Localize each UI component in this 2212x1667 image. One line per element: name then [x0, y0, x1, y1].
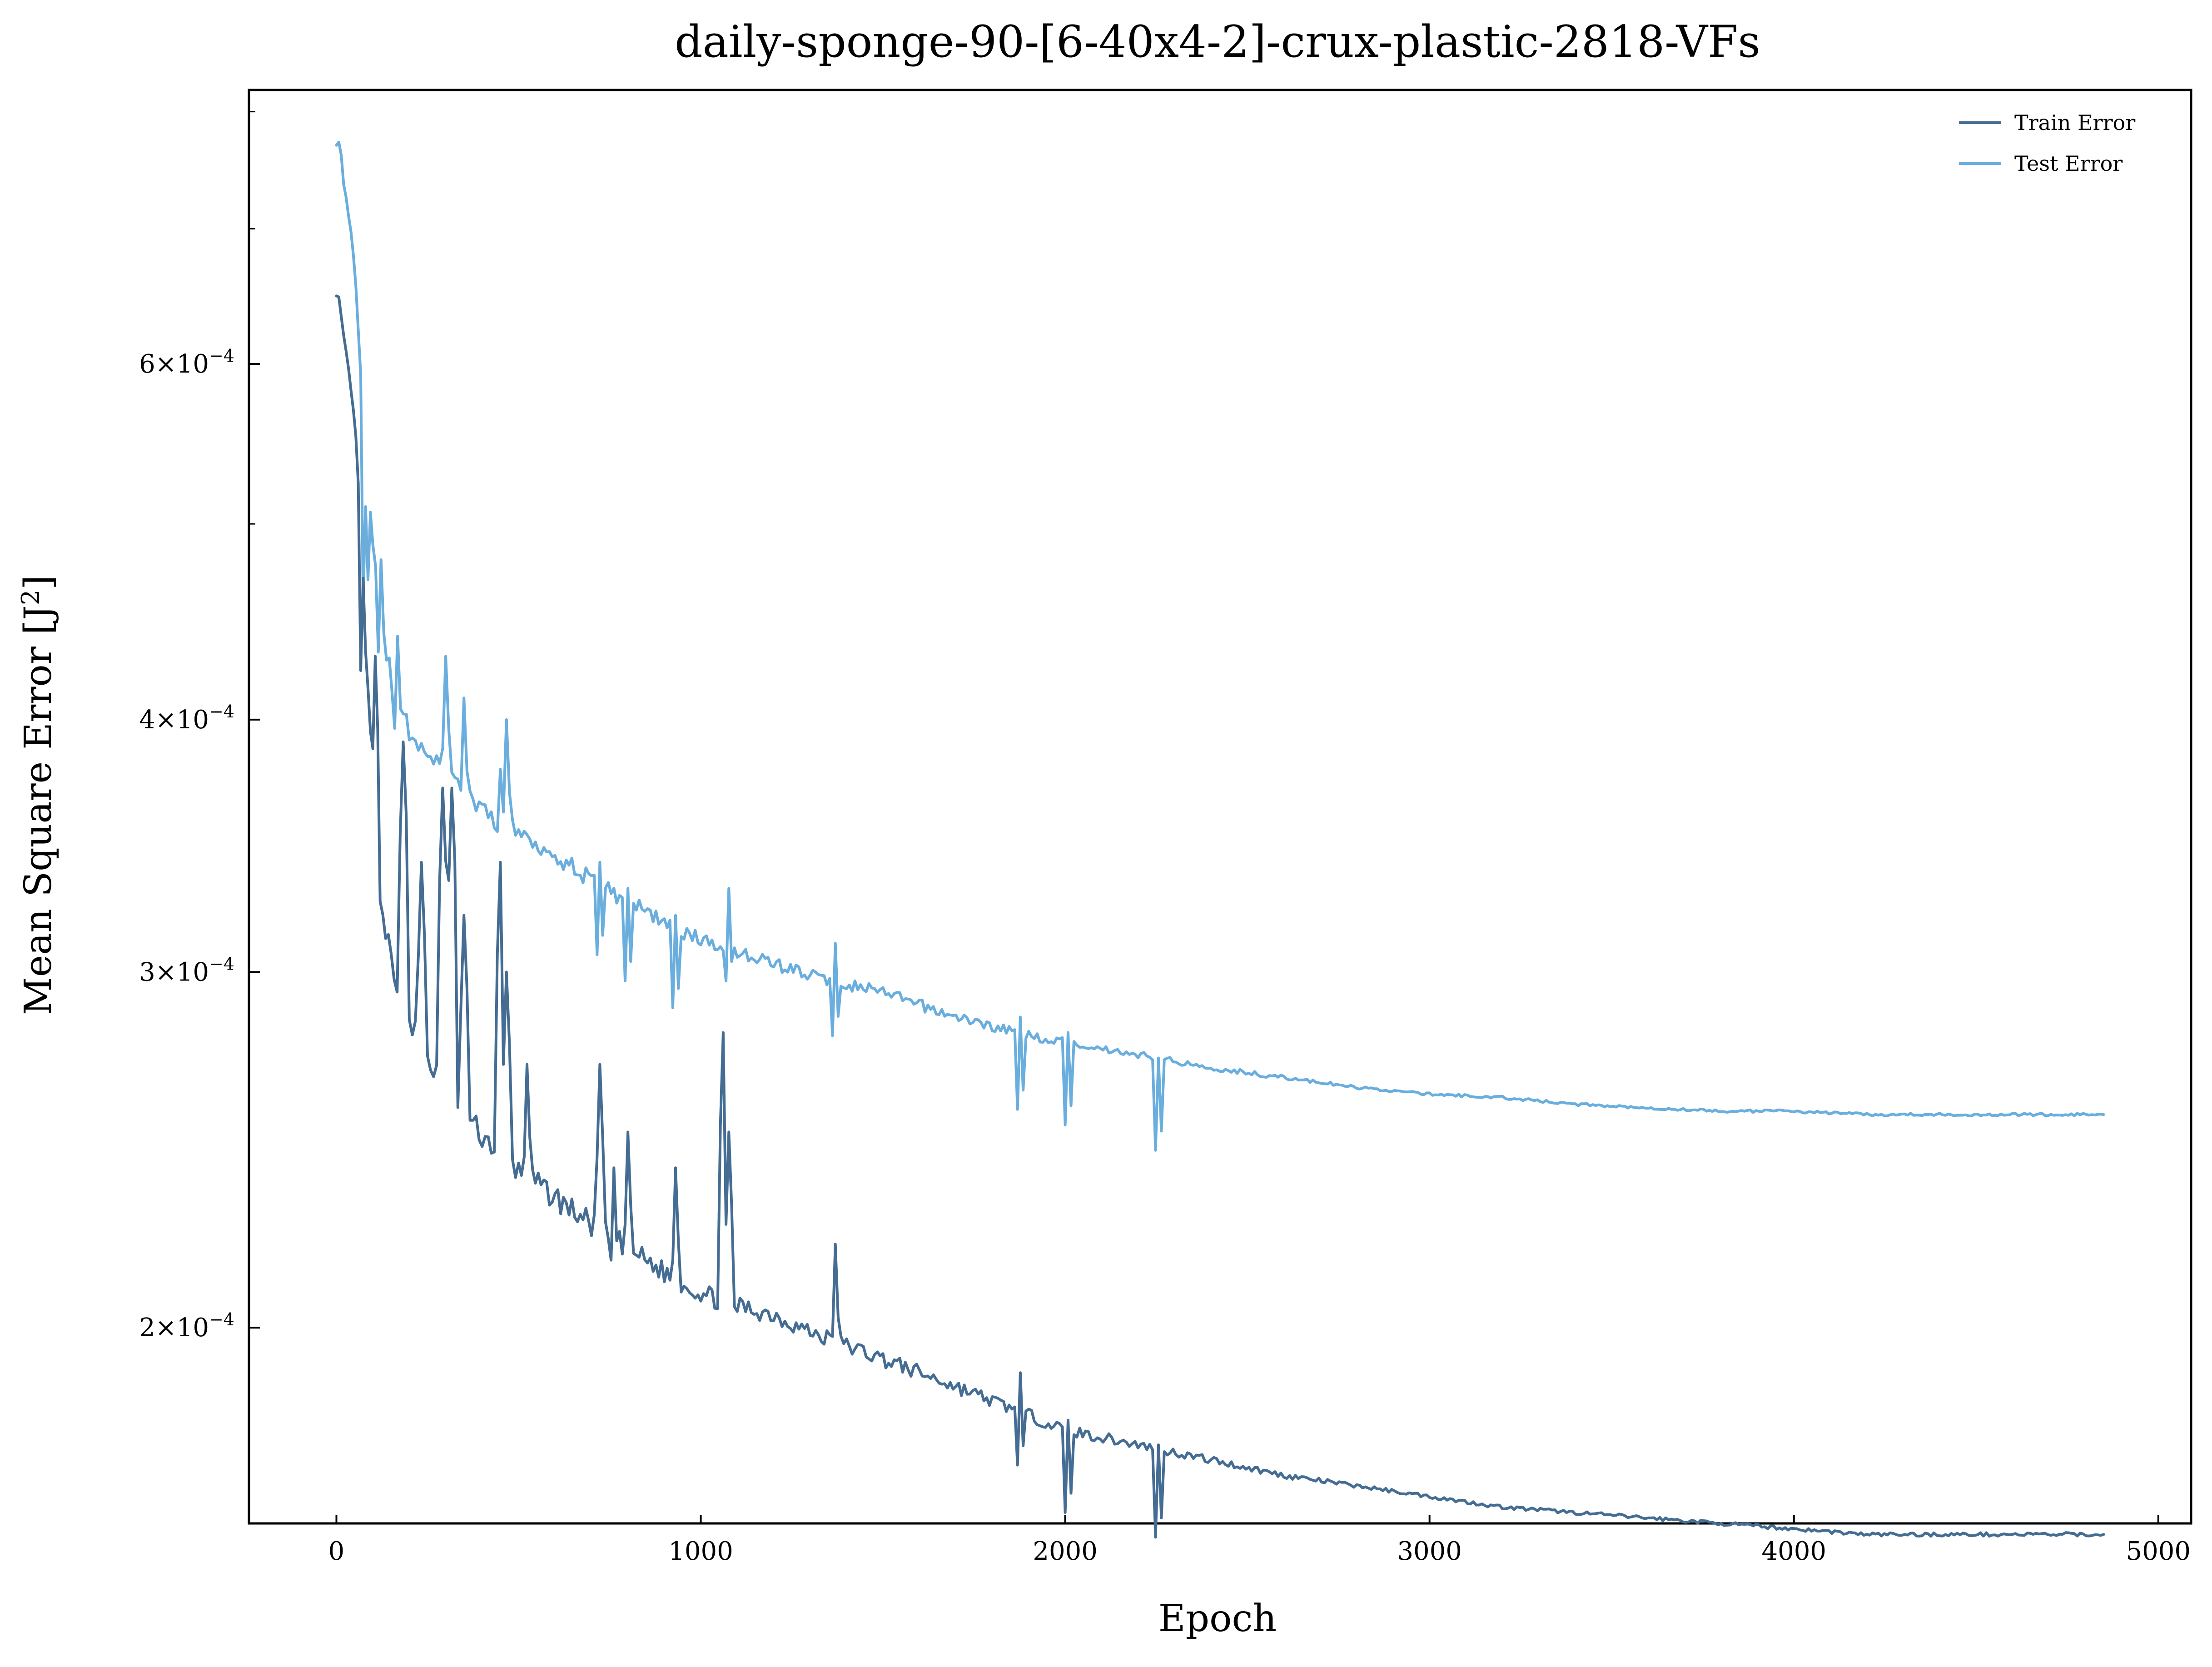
x-tick-label: 4000: [1761, 1537, 1826, 1566]
y-axis-label: Mean Square Error [J2]: [16, 575, 60, 1015]
y-tick-label: 6×10−4: [139, 346, 234, 379]
y-tick-exponent: −4: [209, 346, 234, 366]
y-tick-times: ×: [155, 705, 177, 735]
y-axis-label-main: Mean Square Error [J: [17, 605, 60, 1015]
y-tick-times: ×: [155, 1313, 177, 1343]
legend: Train Error Test Error: [1959, 110, 2135, 176]
x-tick-label: 2000: [1033, 1537, 1098, 1566]
chart-title: daily-sponge-90-[6-40x4-2]-crux-plastic-…: [675, 16, 1760, 67]
y-tick-mantissa: 6: [139, 349, 155, 379]
y-tick-label: 2×10−4: [139, 1309, 234, 1343]
y-axis-label-superscript: 2: [16, 590, 45, 605]
y-tick-mantissa: 2: [139, 1313, 155, 1343]
y-tick-exponent: −4: [209, 954, 234, 974]
y-tick-exponent: −4: [209, 1309, 234, 1329]
y-tick-base: 10: [177, 1313, 209, 1343]
x-tick-label: 1000: [668, 1537, 733, 1566]
y-tick-mantissa: 3: [139, 957, 155, 987]
legend-label: Train Error: [2014, 110, 2135, 135]
y-tick-base: 10: [177, 349, 209, 379]
plot-layer: 0 1000 2000 3000 4000 50002×10−43×10−44×10−46…: [139, 89, 2192, 1566]
y-tick-times: ×: [155, 349, 177, 379]
y-tick-times: ×: [155, 957, 177, 987]
x-tick-label: 0: [328, 1537, 345, 1566]
series-line-test-error: [335, 140, 2105, 1152]
y-tick-label: 4×10−4: [139, 702, 234, 735]
x-tick-label: 3000: [1397, 1537, 1462, 1566]
y-tick-base: 10: [177, 705, 209, 735]
x-tick-label: 5000: [2126, 1537, 2191, 1566]
plot-frame: [248, 89, 2192, 1525]
x-axis-label: Epoch: [1158, 1597, 1277, 1640]
y-tick-exponent: −4: [209, 702, 234, 722]
legend-label: Test Error: [2014, 151, 2123, 176]
series-line-train-error: [335, 294, 2105, 1539]
y-tick-base: 10: [177, 957, 209, 987]
y-tick-label: 3×10−4: [139, 954, 234, 987]
y-axis-label-close: ]: [17, 575, 60, 590]
y-tick-mantissa: 4: [139, 705, 155, 735]
